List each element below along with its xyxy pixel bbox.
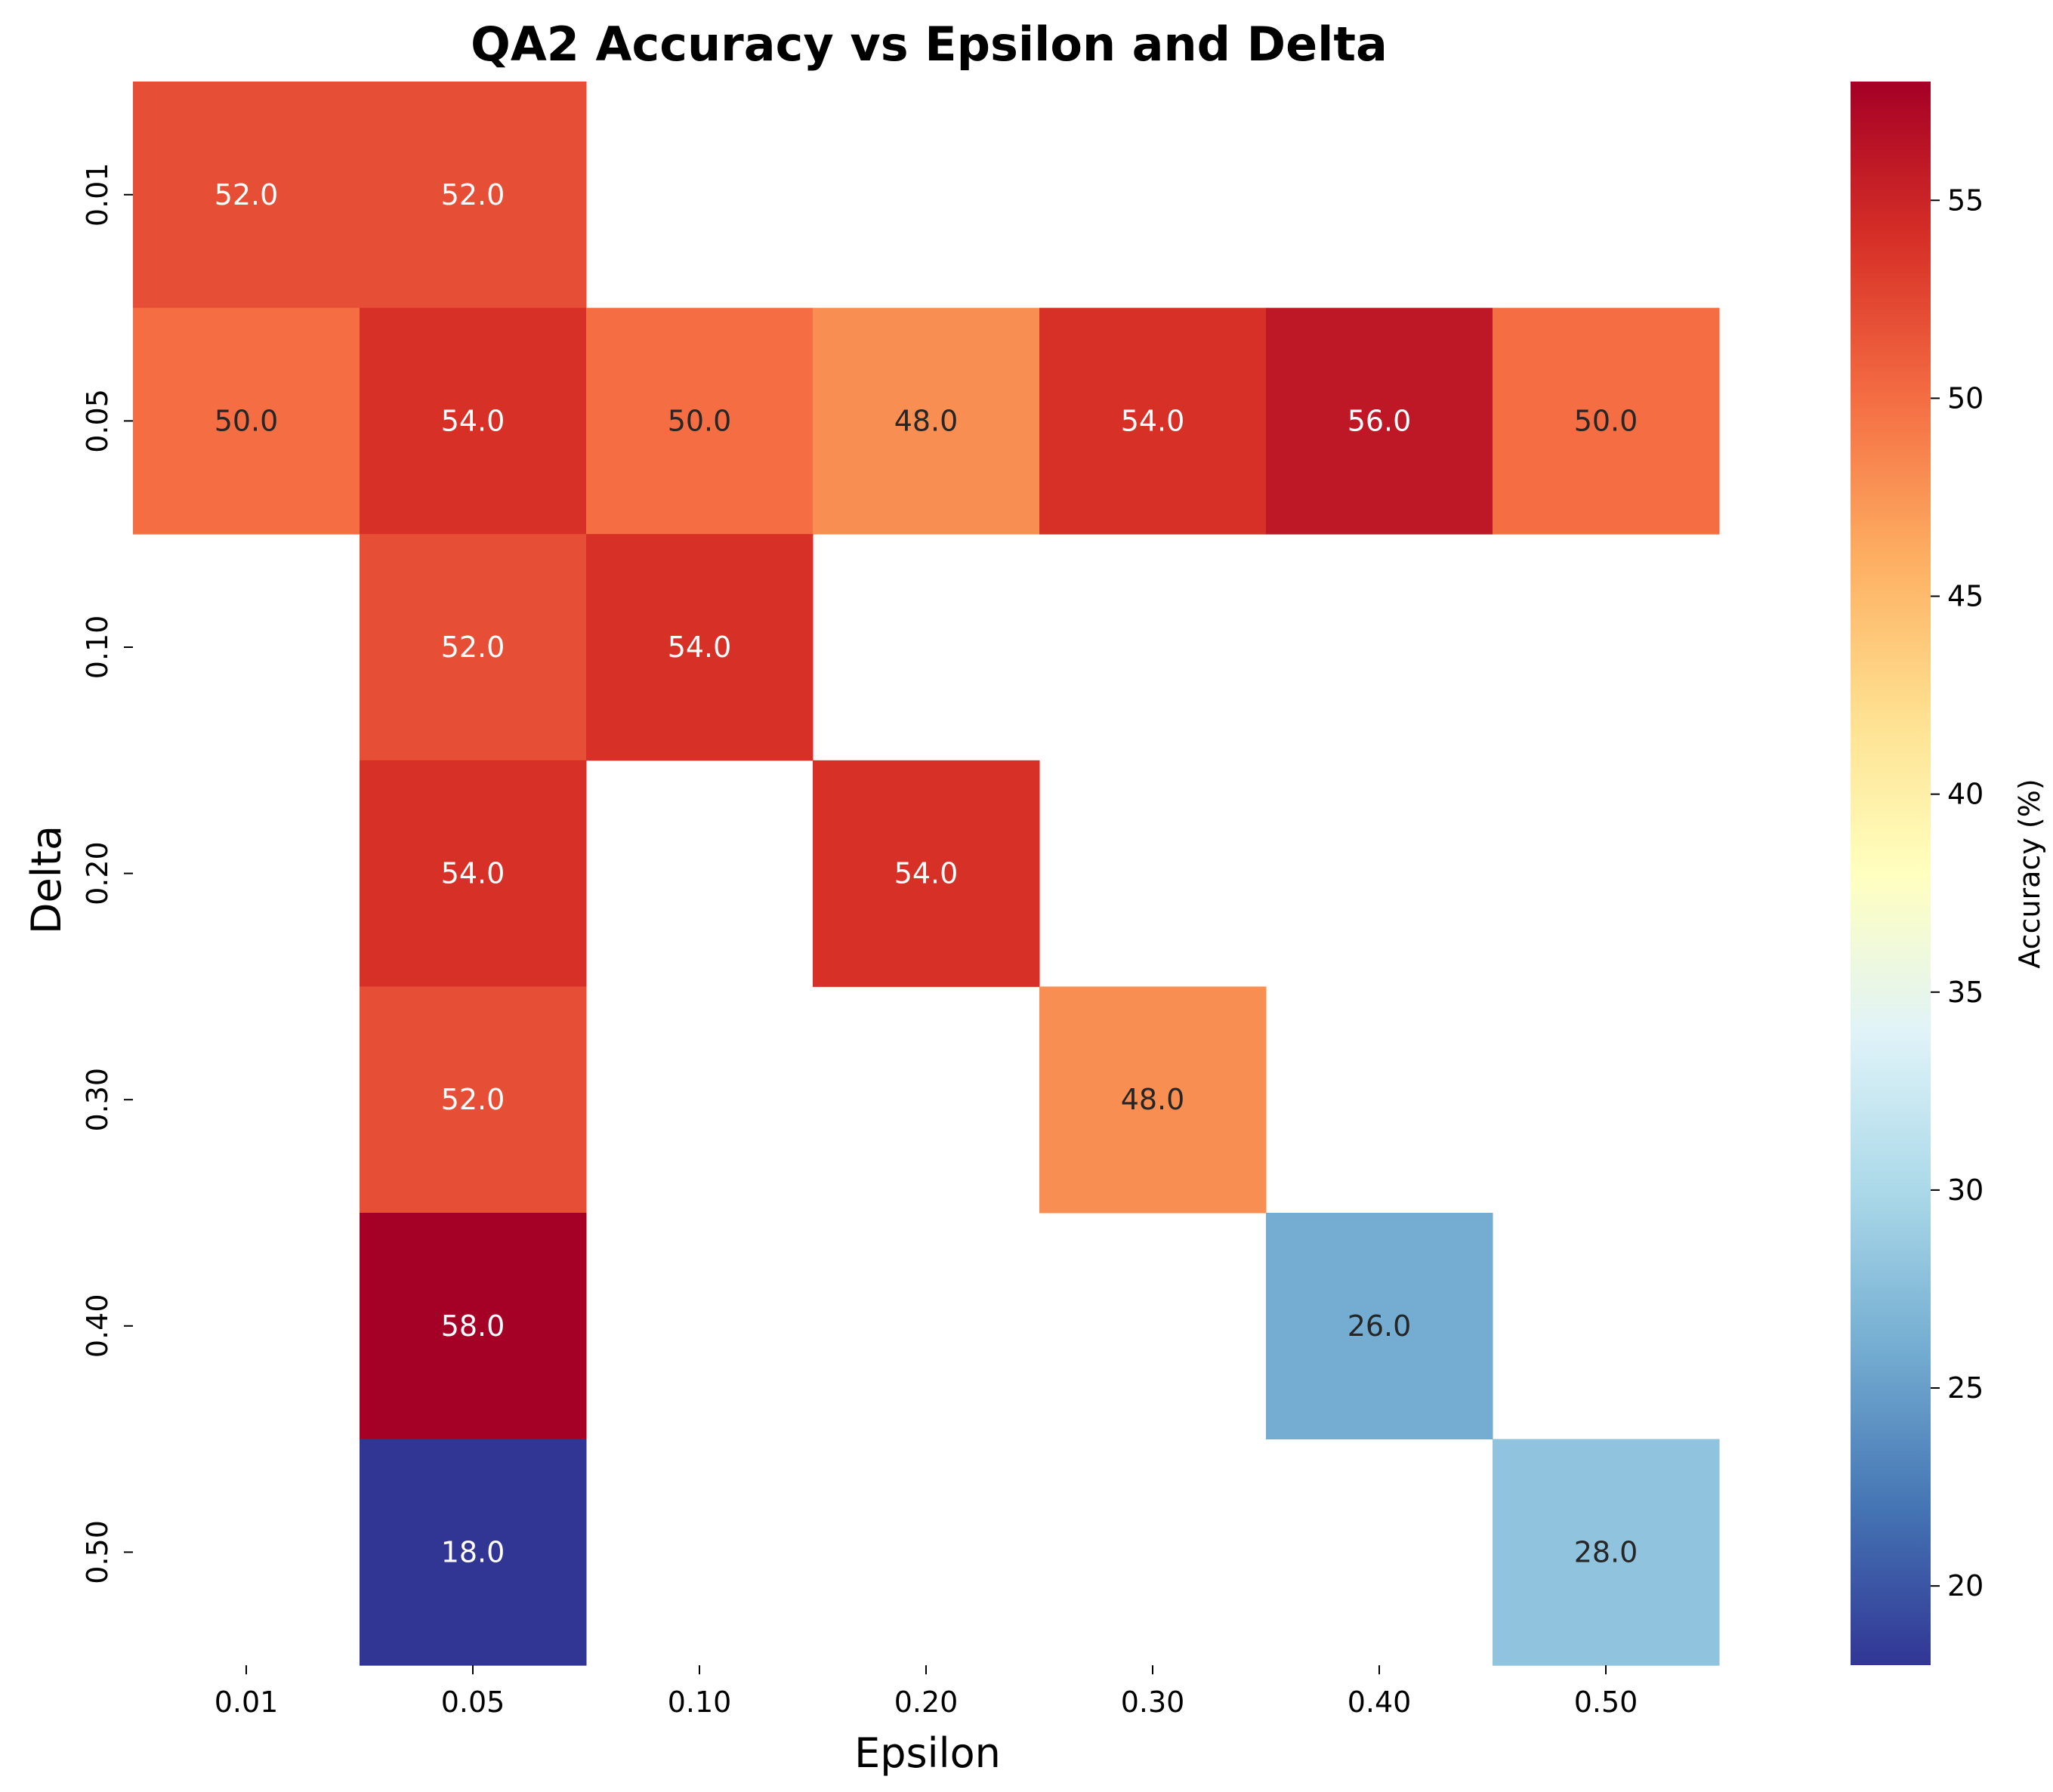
- colorbar-tick-label: 35: [1947, 976, 1984, 1009]
- y-axis-label: Delta: [23, 825, 70, 934]
- heatmap-cell: [360, 82, 587, 309]
- cell-value-label: 54.0: [441, 857, 505, 890]
- y-tick-label: 0.05: [81, 389, 114, 453]
- heatmap-cell: [133, 307, 360, 535]
- cell-value-label: 58.0: [441, 1309, 505, 1343]
- colorbar-gradient: [1851, 82, 1931, 1665]
- y-tick-label: 0.20: [81, 841, 114, 905]
- cell-value-label: 52.0: [441, 1083, 505, 1116]
- cell-value-label: 56.0: [1348, 404, 1412, 437]
- x-tick-label: 0.05: [441, 1686, 505, 1719]
- cell-value-label: 52.0: [441, 631, 505, 664]
- colorbar-tick-label: 55: [1947, 184, 1984, 217]
- cell-value-label: 50.0: [668, 404, 732, 437]
- x-axis-ticks: 0.01 0.05 0.10 0.20 0.30 0.40 0.50: [215, 1665, 1638, 1719]
- heatmap-cell: [1493, 1439, 1720, 1666]
- heatmap-cell-labels: 52.0 52.0 50.0 54.0 50.0 48.0 54.0 56.0 50.0 52.0…: [215, 178, 1638, 1569]
- heatmap-cell: [360, 307, 587, 535]
- cell-value-label: 18.0: [441, 1535, 505, 1568]
- colorbar-ticks: 20 25 30 35 40 45 50 55: [1931, 184, 1984, 1602]
- heatmap-cell: [360, 534, 587, 761]
- cell-value-label: 54.0: [441, 404, 505, 437]
- heatmap-cell: [133, 82, 360, 309]
- heatmap-cell: [1039, 307, 1267, 535]
- x-tick-label: 0.01: [215, 1686, 279, 1719]
- heatmap-cells: [133, 82, 1720, 1666]
- heatmap-cell: [1266, 1213, 1493, 1440]
- heatmap-cell: [586, 534, 813, 761]
- colorbar-tick-label: 30: [1947, 1174, 1984, 1207]
- heatmap-cell: [360, 760, 587, 987]
- y-tick-label: 0.50: [81, 1520, 114, 1584]
- x-tick-label: 0.40: [1348, 1686, 1412, 1719]
- cell-value-label: 52.0: [441, 178, 505, 211]
- cell-value-label: 48.0: [894, 404, 959, 437]
- cell-value-label: 28.0: [1574, 1535, 1638, 1568]
- colorbar-tick-label: 20: [1947, 1569, 1984, 1602]
- heatmap-cell: [1493, 307, 1720, 535]
- cell-value-label: 50.0: [215, 404, 279, 437]
- colorbar-label: Accuracy (%): [2013, 779, 2046, 968]
- colorbar-tick-label: 45: [1947, 580, 1984, 613]
- heatmap-cell: [360, 1439, 587, 1666]
- cell-value-label: 48.0: [1121, 1083, 1185, 1116]
- cell-value-label: 54.0: [1121, 404, 1185, 437]
- heatmap-cell: [813, 760, 1040, 987]
- heatmap-cell: [360, 986, 587, 1214]
- cell-value-label: 52.0: [215, 178, 279, 211]
- y-tick-label: 0.40: [81, 1294, 114, 1358]
- cell-value-label: 54.0: [668, 631, 732, 664]
- heatmap-cell: [360, 1213, 587, 1440]
- y-tick-label: 0.30: [81, 1068, 114, 1132]
- cell-value-label: 26.0: [1348, 1309, 1412, 1343]
- colorbar-tick-label: 50: [1947, 381, 1984, 415]
- x-tick-label: 0.20: [894, 1686, 959, 1719]
- x-tick-label: 0.10: [668, 1686, 732, 1719]
- cell-value-label: 50.0: [1574, 404, 1638, 437]
- x-axis-label: Epsilon: [854, 1729, 1001, 1777]
- x-tick-label: 0.30: [1121, 1686, 1185, 1719]
- y-tick-label: 0.10: [81, 615, 114, 680]
- heatmap-cell: [1266, 307, 1493, 535]
- chart-title: QA2 Accuracy vs Epsilon and Delta: [471, 17, 1388, 72]
- cell-value-label: 54.0: [894, 857, 959, 890]
- heatmap-cell: [1039, 986, 1267, 1214]
- colorbar-tick-label: 40: [1947, 778, 1984, 811]
- y-axis-ticks: 0.01 0.05 0.10 0.20 0.30 0.40 0.50: [81, 162, 133, 1584]
- y-tick-label: 0.01: [81, 162, 114, 227]
- x-tick-label: 0.50: [1574, 1686, 1638, 1719]
- heatmap-cell: [813, 307, 1040, 535]
- colorbar-tick-label: 25: [1947, 1371, 1984, 1405]
- heatmap-cell: [586, 307, 813, 535]
- colorbar: 20 25 30 35 40 45 50 55 Accuracy (%): [1851, 82, 2046, 1665]
